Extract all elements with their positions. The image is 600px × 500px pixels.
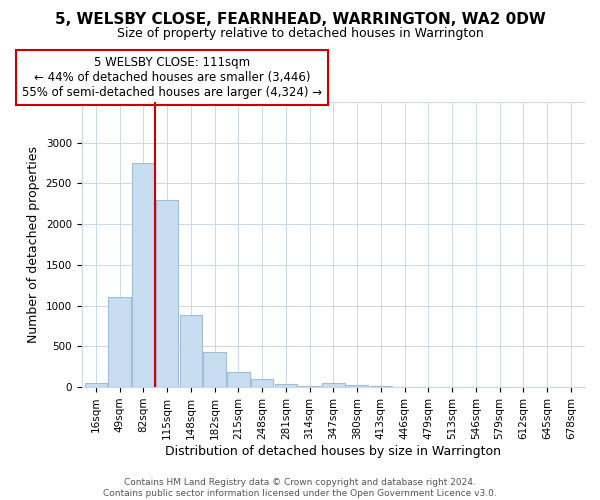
Text: Contains HM Land Registry data © Crown copyright and database right 2024.
Contai: Contains HM Land Registry data © Crown c…: [103, 478, 497, 498]
Bar: [203, 352, 226, 387]
Bar: [179, 316, 202, 387]
Bar: [370, 386, 392, 387]
Text: 5 WELSBY CLOSE: 111sqm
← 44% of detached houses are smaller (3,446)
55% of semi-: 5 WELSBY CLOSE: 111sqm ← 44% of detached…: [22, 56, 322, 99]
Bar: [132, 163, 155, 387]
Bar: [346, 384, 368, 387]
Bar: [85, 383, 107, 387]
Bar: [109, 296, 131, 387]
Bar: [322, 383, 344, 387]
Bar: [251, 380, 274, 387]
Text: 5, WELSBY CLOSE, FEARNHEAD, WARRINGTON, WA2 0DW: 5, WELSBY CLOSE, FEARNHEAD, WARRINGTON, …: [55, 12, 545, 28]
X-axis label: Distribution of detached houses by size in Warrington: Distribution of detached houses by size …: [166, 444, 502, 458]
Text: Size of property relative to detached houses in Warrington: Size of property relative to detached ho…: [116, 28, 484, 40]
Bar: [275, 384, 297, 387]
Bar: [227, 372, 250, 387]
Bar: [298, 386, 321, 387]
Y-axis label: Number of detached properties: Number of detached properties: [27, 146, 40, 343]
Bar: [156, 200, 178, 387]
